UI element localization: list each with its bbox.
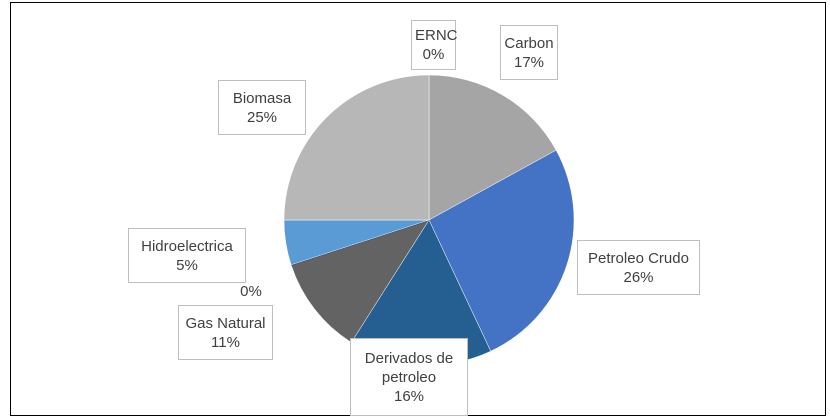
label-name: Gas Natural — [185, 314, 266, 332]
label-value: 26% — [623, 268, 654, 286]
label-value: 5% — [176, 256, 198, 274]
data-label: Petroleo Crudo 26% — [577, 240, 700, 295]
label-value: 0% — [240, 282, 262, 300]
pie-slice — [428, 74, 557, 221]
label-value: 16% — [393, 387, 425, 405]
pie-slice — [428, 149, 575, 352]
data-label: 0% — [233, 280, 269, 302]
label-value: 11% — [211, 333, 240, 351]
data-label: Gas Natural 11% — [178, 305, 273, 360]
pie-slice — [290, 219, 430, 343]
label-name: Hidroelectrica — [141, 237, 233, 255]
label-name: Carbon — [504, 34, 554, 52]
data-label: Carbon 17% — [500, 25, 558, 80]
label-value: 17% — [513, 53, 545, 71]
label-name: Petroleo Crudo — [588, 249, 689, 267]
data-label: ERNC 0% — [411, 20, 458, 70]
label-value: 25% — [246, 108, 278, 126]
label-name: Biomasa — [232, 89, 292, 107]
label-name: ERNC — [415, 27, 458, 44]
label-value: 0% — [422, 46, 445, 63]
data-label: Derivados de petroleo 16% — [350, 338, 468, 416]
pie-slice — [283, 74, 430, 221]
label-name: Derivados de petroleo — [364, 349, 454, 386]
data-label: Biomasa 25% — [218, 80, 306, 135]
data-label: Hidroelectrica 5% — [128, 228, 246, 283]
